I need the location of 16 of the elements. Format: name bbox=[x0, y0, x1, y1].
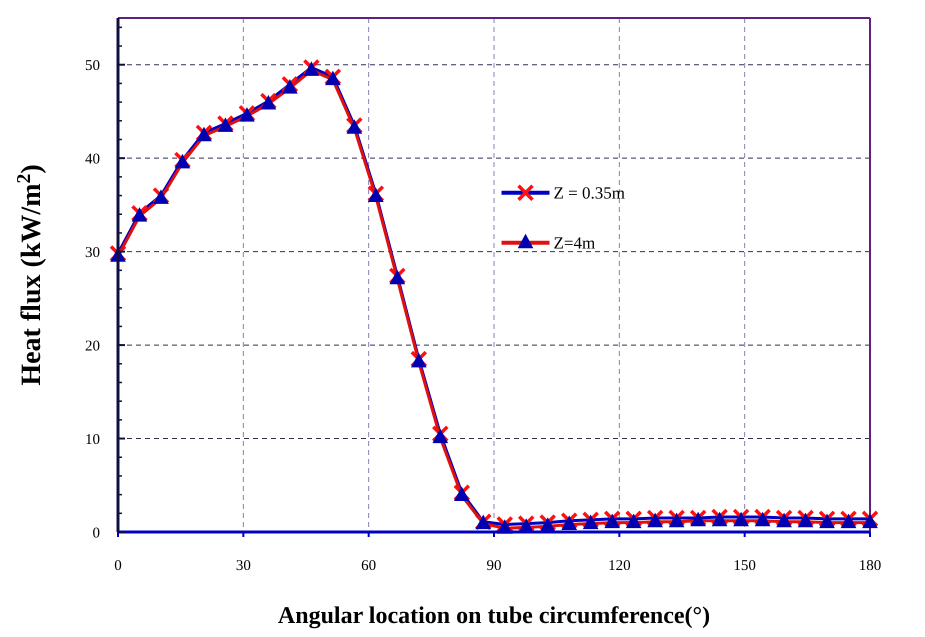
y-tick-label: 40 bbox=[85, 151, 100, 168]
y-tick-label: 50 bbox=[85, 58, 100, 74]
y-tick-label: 20 bbox=[85, 338, 100, 354]
x-tick-label: 180 bbox=[858, 558, 882, 574]
x-tick-label: 120 bbox=[608, 558, 631, 574]
x-tick-label: 150 bbox=[733, 558, 756, 574]
x-axis-title: Angular location on tube circumference(°) bbox=[278, 603, 710, 629]
y-tick-label: 0 bbox=[92, 525, 100, 542]
legend-label: Z=4m bbox=[554, 234, 596, 253]
x-tick-label: 30 bbox=[236, 558, 251, 574]
x-tick-label: 60 bbox=[361, 558, 376, 574]
legend-label: Z = 0.35m bbox=[554, 184, 625, 203]
y-tick-label: 10 bbox=[85, 432, 100, 448]
x-tick-label: 0 bbox=[114, 558, 122, 574]
x-tick-label: 90 bbox=[486, 558, 502, 574]
y-tick-label: 30 bbox=[85, 244, 100, 261]
